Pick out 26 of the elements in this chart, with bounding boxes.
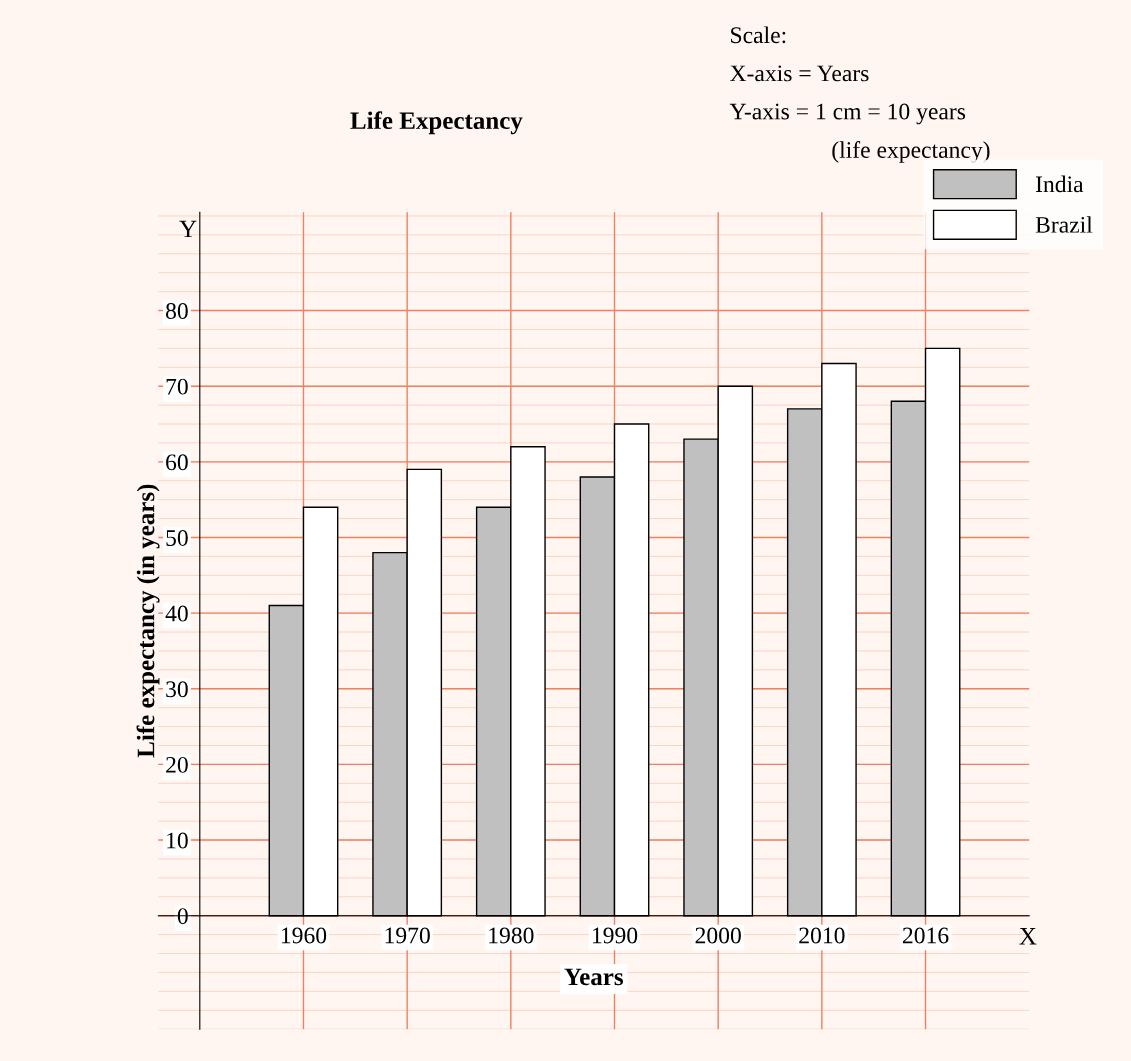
y-tick-label: 10 xyxy=(167,832,188,849)
x-axis-title: Years xyxy=(564,968,624,986)
y-tick-label: 40 xyxy=(165,605,188,622)
text: Scale: xyxy=(731,26,786,44)
x-tick-label: 1980 xyxy=(489,927,534,944)
y-tick-label: 20 xyxy=(166,756,188,773)
legend-label: India xyxy=(1035,175,1084,193)
text: X-axis = Years xyxy=(730,65,869,82)
y-axis-title: Life expectancy (in years) xyxy=(136,484,160,758)
text: X xyxy=(1019,928,1037,945)
x-tick-label: 2000 xyxy=(695,927,741,944)
y-tick-label: 60 xyxy=(166,454,188,471)
x-tick-label: 2016 xyxy=(902,927,949,944)
x-tick-label: 2010 xyxy=(799,927,845,944)
chart-title: Life Expectancy xyxy=(350,111,523,135)
text: Y xyxy=(179,220,197,238)
y-tick-label: 50 xyxy=(166,529,188,546)
x-tick-label: 1960 xyxy=(281,927,327,944)
x-tick-label: 1990 xyxy=(592,927,638,944)
x-tick-label: 1970 xyxy=(385,927,430,944)
text: (life expectancy) xyxy=(832,141,990,163)
y-tick-label: 70 xyxy=(166,378,188,395)
text: Y-axis = 1 cm = 10 years xyxy=(729,103,966,125)
y-tick-label: 30 xyxy=(166,681,188,698)
legend-label: Brazil xyxy=(1035,216,1093,233)
y-tick-label: 80 xyxy=(165,303,188,319)
